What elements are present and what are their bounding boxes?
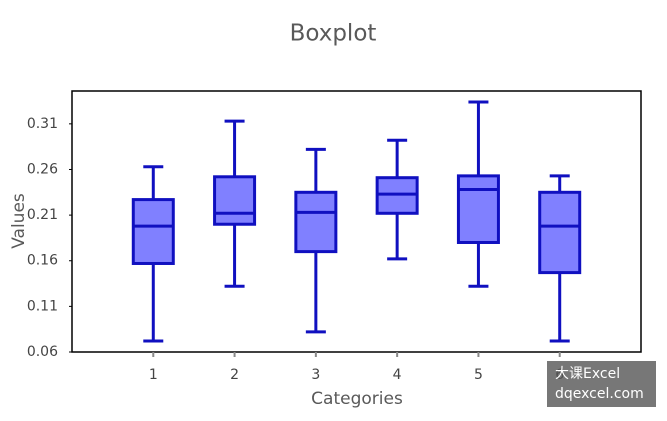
box [213,175,257,226]
x-tick-label: 1 [149,367,158,383]
x-axis-label: Categories [311,389,403,409]
y-tick-label: 0.06 [27,344,58,360]
x-tick-label: 3 [311,367,320,383]
chart-title: Boxplot [290,21,377,47]
watermark: 大课Excel [555,366,620,382]
box [294,190,338,254]
y-tick-label: 0.11 [27,298,58,314]
plot-frame [71,90,642,353]
box [456,174,500,244]
y-tick-label: 0.31 [27,116,58,132]
y-axis-label: Values [9,193,29,249]
y-tick-label: 0.26 [27,161,58,177]
box [538,190,582,275]
watermark: dqexcel.com [555,386,644,402]
x-tick-label: 2 [230,367,239,383]
x-tick-label: 5 [474,367,483,383]
y-tick-label: 0.16 [27,253,58,269]
watermark-box [547,361,656,407]
y-tick-label: 0.21 [27,207,58,223]
x-tick-label: 4 [393,367,402,383]
box [131,198,175,265]
